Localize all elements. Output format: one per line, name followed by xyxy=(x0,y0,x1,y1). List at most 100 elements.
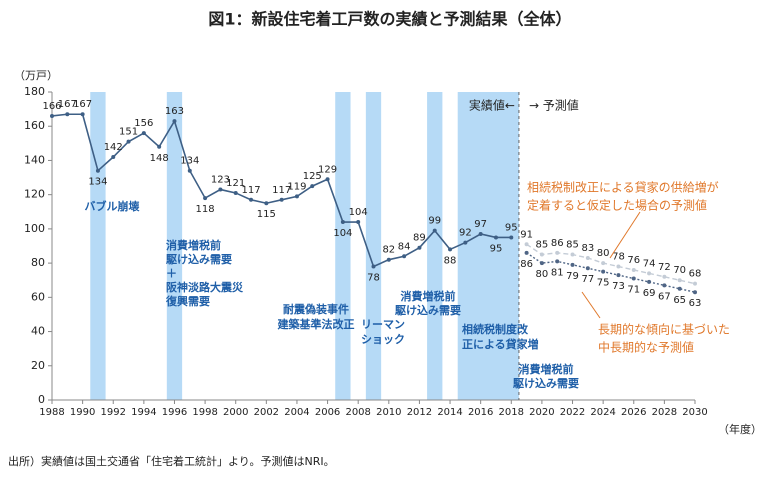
data-label: 91 xyxy=(520,229,533,240)
data-label: 72 xyxy=(658,262,671,273)
x-tick-label: 2004 xyxy=(284,407,309,418)
data-label: 80 xyxy=(597,248,610,259)
y-tick-label: 20 xyxy=(31,359,45,372)
annotation: 駆け込み需要 xyxy=(166,252,232,266)
data-label: 118 xyxy=(196,204,215,215)
series-line xyxy=(526,243,696,285)
highlight-band xyxy=(335,92,351,400)
data-point xyxy=(432,228,437,233)
annotation: 阪神淡路大震災 xyxy=(166,280,244,294)
annotation-arrow xyxy=(581,291,601,319)
annotation: 消費増税前 xyxy=(401,289,456,303)
data-label: 95 xyxy=(505,222,518,233)
data-point xyxy=(677,286,682,291)
data-point xyxy=(570,262,575,267)
data-label: 167 xyxy=(58,99,77,110)
x-tick-label: 2026 xyxy=(621,407,646,418)
data-label: 148 xyxy=(150,153,169,164)
data-point xyxy=(386,257,391,262)
data-label: 71 xyxy=(627,285,640,296)
annotation: 定着すると仮定した場合の予測値 xyxy=(527,198,707,213)
data-label: 156 xyxy=(134,118,153,129)
data-label: 67 xyxy=(658,291,671,302)
data-point xyxy=(585,266,590,271)
annotation: 耐震偽装事件 xyxy=(283,302,349,316)
data-label: 134 xyxy=(88,177,107,188)
annotation: リーマン xyxy=(361,318,405,331)
data-point xyxy=(294,194,299,199)
y-tick-label: 140 xyxy=(24,153,45,166)
annotation: 駆け込み需要 xyxy=(513,376,579,390)
data-point xyxy=(693,281,697,286)
data-point xyxy=(585,255,590,260)
data-point xyxy=(356,220,361,225)
x-tick-label: 2018 xyxy=(499,407,524,418)
x-tick-label: 1990 xyxy=(70,407,95,418)
annotation: 消費増税前 xyxy=(519,362,574,376)
data-label: 117 xyxy=(241,185,260,196)
data-label: 117 xyxy=(272,185,291,196)
data-label: 88 xyxy=(444,255,457,266)
x-tick-label: 2016 xyxy=(468,407,493,418)
data-label: 167 xyxy=(73,99,92,110)
data-label: 65 xyxy=(673,295,686,306)
data-label: 86 xyxy=(520,259,533,270)
annotation: 駆け込み需要 xyxy=(395,303,461,317)
divider-label: 実績値← xyxy=(469,98,515,113)
data-point xyxy=(493,235,498,240)
data-label: 74 xyxy=(643,258,656,269)
data-point xyxy=(570,252,575,257)
data-point xyxy=(218,187,223,192)
data-point xyxy=(157,144,162,149)
data-label: 166 xyxy=(42,101,61,112)
annotation: 長期的な傾向に基づいた xyxy=(598,322,730,337)
data-label: 68 xyxy=(689,269,702,280)
data-point xyxy=(141,131,146,136)
x-tick-label: 1994 xyxy=(131,407,156,418)
data-label: 63 xyxy=(689,298,702,309)
data-point xyxy=(203,196,208,201)
annotation-arrow xyxy=(609,211,641,259)
x-tick-label: 2030 xyxy=(682,407,707,418)
highlight-band xyxy=(427,92,443,400)
data-point xyxy=(417,245,422,250)
data-point xyxy=(616,273,621,278)
data-point xyxy=(95,168,100,173)
x-tick-label: 1988 xyxy=(39,407,64,418)
data-point xyxy=(264,201,269,206)
data-point xyxy=(80,112,85,117)
data-point xyxy=(524,250,529,255)
x-tick-label: 1996 xyxy=(162,407,187,418)
x-tick-label: 1992 xyxy=(101,407,126,418)
chart-title: 図1：新設住宅着工戸数の実績と予測結果（全体） xyxy=(208,10,571,29)
y-tick-label: 120 xyxy=(24,188,45,201)
x-axis-label: （年度） xyxy=(718,422,762,436)
data-point xyxy=(555,259,560,264)
data-label: 69 xyxy=(643,288,656,299)
data-point xyxy=(310,184,315,189)
data-point xyxy=(371,264,376,269)
data-label: 78 xyxy=(367,273,380,284)
data-label: 134 xyxy=(180,156,199,167)
data-point xyxy=(233,190,238,195)
highlight-band xyxy=(457,92,519,400)
x-tick-label: 2010 xyxy=(376,407,401,418)
data-point xyxy=(647,271,652,276)
y-tick-label: 160 xyxy=(24,119,45,132)
y-tick-label: 40 xyxy=(31,325,45,338)
series-line xyxy=(526,252,696,293)
data-label: 89 xyxy=(413,233,426,244)
data-point xyxy=(601,269,606,274)
data-label: 86 xyxy=(551,238,564,249)
x-tick-label: 2020 xyxy=(529,407,554,418)
annotation: 相続税制改正による貸家の供給増が xyxy=(527,180,719,195)
data-point xyxy=(677,278,682,283)
x-tick-label: 2014 xyxy=(437,407,462,418)
data-point xyxy=(340,220,345,225)
data-point xyxy=(555,250,560,255)
y-tick-label: 60 xyxy=(31,290,45,303)
y-tick-label: 180 xyxy=(24,85,45,98)
data-point xyxy=(509,235,514,240)
x-tick-label: 2008 xyxy=(345,407,370,418)
x-tick-label: 1998 xyxy=(192,407,217,418)
